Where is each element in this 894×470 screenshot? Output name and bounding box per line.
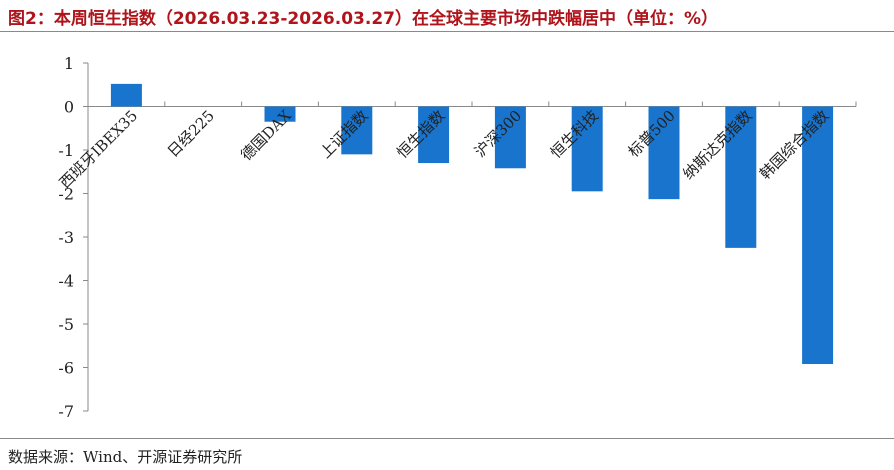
bar-1 [110, 83, 142, 107]
bar-chart: 10-1-2-3-4-5-6-7西班牙IBEX35 日经225 德国DAX 上证指数恒… [56, 54, 857, 421]
y-tick-label: -3 [58, 228, 74, 247]
y-tick-label: -7 [58, 402, 74, 421]
bar-4 [341, 106, 373, 155]
bar-7 [571, 106, 603, 192]
bar-9 [725, 106, 757, 248]
y-tick-label: -5 [58, 315, 74, 334]
y-tick-label: 0 [64, 98, 74, 117]
bar-5 [418, 106, 450, 164]
bar-10 [802, 106, 834, 365]
y-tick-label: -1 [58, 141, 74, 160]
bar-8 [648, 106, 680, 200]
bar-6 [494, 106, 526, 169]
bar-3 [264, 106, 296, 122]
title-divider [0, 31, 894, 32]
y-tick-label: 1 [64, 54, 74, 73]
y-tick-label: -2 [58, 185, 74, 204]
category-label: 日经225 [164, 107, 218, 161]
chart-title: 图2：本周恒生指数（2026.03.23-2026.03.27）在全球主要市场中… [8, 9, 719, 29]
source-note: 数据来源：Wind、开源证券研究所 [8, 448, 243, 466]
footer-divider [0, 438, 894, 439]
y-tick-label: -4 [58, 272, 74, 291]
y-tick-label: -6 [58, 359, 74, 378]
